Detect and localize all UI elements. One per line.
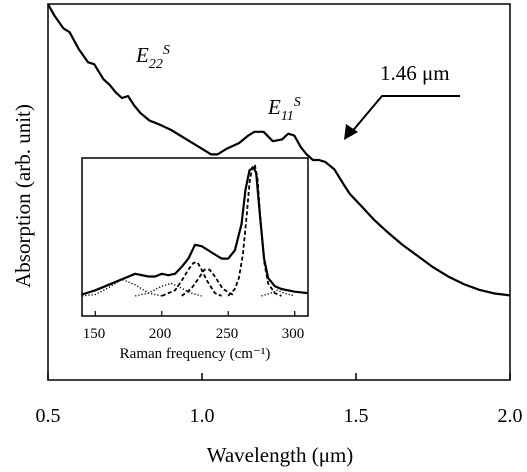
e11s-letter: E [267, 95, 281, 119]
x-tick-label-2: 1.5 [344, 405, 369, 427]
inset-x-axis-title: Raman frequency (cm⁻¹) [120, 346, 271, 362]
e22s-annotation: E22S [135, 43, 170, 72]
e22s-letter: E [135, 43, 149, 67]
e11s-subscript: 11 [281, 109, 294, 124]
absorption-series-line [47, 3, 511, 297]
wavelength-annotation: 1.46 μm [380, 61, 450, 85]
x-tick-label-0: 0.5 [36, 405, 61, 427]
e11s-annotation: E11S [267, 95, 301, 124]
inset-series-line-6 [261, 289, 295, 297]
main-plot-frame [47, 3, 511, 381]
e22s-superscript: S [163, 43, 170, 58]
x-tick-label-3: 2.0 [498, 405, 523, 427]
inset-series-line-3 [181, 268, 236, 297]
inset-x-tick-label-1: 200 [149, 326, 172, 342]
y-axis-title: Absorption (arb. unit) [11, 104, 35, 288]
annotation-arrow [344, 95, 460, 140]
inset-series-group [81, 163, 309, 297]
x-axis-title: Wavelength (μm) [207, 443, 354, 467]
inset-x-tick-label-3: 300 [282, 326, 305, 342]
e11s-superscript: S [294, 95, 301, 110]
inset-plot-frame [81, 157, 309, 317]
inset-series-line-5 [135, 282, 202, 297]
e22s-subscript: 22 [149, 57, 163, 72]
main-x-ticks [47, 373, 511, 380]
inset-series-line-2 [161, 261, 222, 297]
main-series-group [47, 3, 511, 297]
inset-x-ticks [94, 311, 296, 316]
inset-x-tick-label-2: 250 [216, 326, 239, 342]
x-tick-label-1: 1.0 [190, 405, 215, 427]
inset-x-tick-label-0: 150 [83, 326, 106, 342]
